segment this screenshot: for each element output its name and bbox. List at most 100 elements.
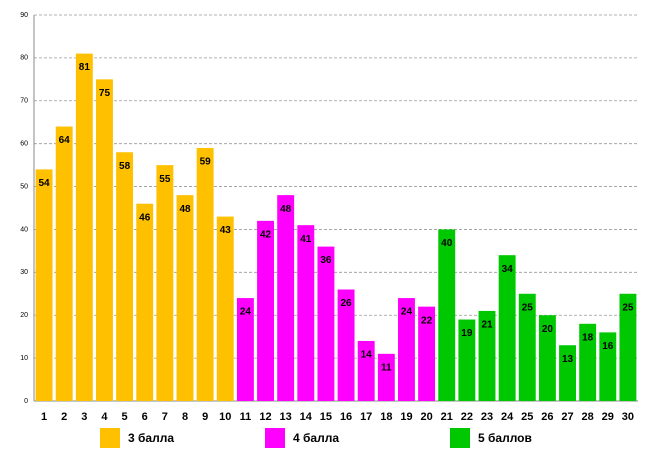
x-tick-label: 23 <box>481 411 493 423</box>
x-tick-label: 9 <box>202 411 208 423</box>
value-label: 48 <box>280 204 292 215</box>
x-tick-label: 16 <box>340 411 352 423</box>
value-label: 54 <box>39 178 51 189</box>
value-label: 18 <box>582 332 594 343</box>
x-tick-label: 3 <box>81 411 87 423</box>
x-tick-label: 26 <box>541 411 553 423</box>
value-label: 55 <box>159 174 171 185</box>
bar <box>297 225 315 401</box>
bar <box>136 203 154 401</box>
bar <box>55 126 73 401</box>
y-tick-label: 40 <box>20 226 28 233</box>
value-label: 64 <box>59 135 71 146</box>
value-label: 14 <box>361 350 373 361</box>
bar <box>116 152 134 401</box>
bar <box>438 229 456 401</box>
x-tick-label: 25 <box>521 411 533 423</box>
value-label: 46 <box>139 212 151 223</box>
y-tick-label: 50 <box>20 183 28 190</box>
x-tick-label: 10 <box>219 411 231 423</box>
value-label: 11 <box>381 362 392 373</box>
bar <box>75 53 93 401</box>
bar <box>35 169 53 401</box>
value-label: 40 <box>441 238 453 249</box>
legend-label: 5 баллов <box>478 431 532 445</box>
x-tick-label: 28 <box>582 411 594 423</box>
x-tick-label: 21 <box>441 411 453 423</box>
value-label: 16 <box>602 341 614 352</box>
bar <box>156 165 174 401</box>
x-tick-label: 27 <box>561 411 573 423</box>
x-tick-label: 1 <box>41 411 47 423</box>
value-label: 19 <box>461 328 473 339</box>
bar <box>599 332 617 401</box>
value-label: 25 <box>622 302 634 313</box>
x-tick-label: 19 <box>400 411 412 423</box>
x-tick-label: 22 <box>461 411 473 423</box>
value-label: 59 <box>200 157 212 168</box>
x-tick-label: 24 <box>501 411 514 423</box>
x-tick-label: 17 <box>360 411 372 423</box>
bar <box>277 195 295 401</box>
bar <box>257 220 274 401</box>
x-tick-label: 18 <box>380 411 392 423</box>
bar <box>236 298 254 401</box>
value-label: 13 <box>562 354 574 365</box>
x-tick-label: 14 <box>300 411 313 423</box>
value-label: 24 <box>401 307 413 318</box>
bar <box>176 195 194 401</box>
value-label: 22 <box>421 315 433 326</box>
value-label: 58 <box>119 161 131 172</box>
y-tick-label: 90 <box>20 12 28 19</box>
bar <box>579 323 597 401</box>
value-label: 34 <box>502 264 514 275</box>
value-label: 48 <box>179 204 191 215</box>
x-tick-label: 30 <box>622 411 634 423</box>
x-tick-label: 15 <box>320 411 332 423</box>
value-label: 24 <box>240 307 252 318</box>
y-tick-label: 20 <box>20 312 28 319</box>
y-tick-label: 70 <box>20 98 28 105</box>
x-tick-label: 5 <box>122 411 128 423</box>
value-label: 20 <box>542 324 554 335</box>
bar <box>458 319 476 401</box>
bar <box>337 289 355 401</box>
bar <box>357 340 375 401</box>
bar <box>538 315 556 401</box>
x-tick-label: 2 <box>61 411 67 423</box>
legend-label: 3 балла <box>128 431 174 445</box>
value-label: 41 <box>300 234 312 245</box>
y-tick-label: 60 <box>20 141 28 148</box>
legend-swatch <box>265 428 285 448</box>
bar <box>518 293 536 401</box>
x-tick-label: 12 <box>259 411 271 423</box>
legend-label: 4 балла <box>293 431 339 445</box>
bar <box>317 246 335 401</box>
y-tick-label: 30 <box>20 269 28 276</box>
x-tick-label: 11 <box>240 411 252 423</box>
legend-swatch <box>100 428 120 448</box>
x-tick-label: 29 <box>602 411 614 423</box>
x-tick-label: 6 <box>142 411 148 423</box>
x-tick-label: 8 <box>182 411 188 423</box>
x-tick-label: 4 <box>101 411 108 423</box>
x-tick-label: 7 <box>162 411 168 423</box>
x-tick-label: 13 <box>280 411 292 423</box>
value-label: 36 <box>320 255 332 266</box>
y-tick-label: 10 <box>20 355 28 362</box>
value-label: 75 <box>99 88 111 99</box>
bar <box>96 79 113 401</box>
bar <box>418 306 436 401</box>
legend-swatch <box>450 428 470 448</box>
bar <box>619 293 637 401</box>
x-tick-label: 20 <box>420 411 432 423</box>
value-label: 21 <box>481 320 493 331</box>
bar <box>377 353 395 401</box>
bar <box>196 147 214 401</box>
bar <box>478 310 496 401</box>
value-label: 26 <box>341 298 353 309</box>
bar <box>559 345 576 401</box>
bar <box>216 216 234 401</box>
bar <box>498 255 516 401</box>
